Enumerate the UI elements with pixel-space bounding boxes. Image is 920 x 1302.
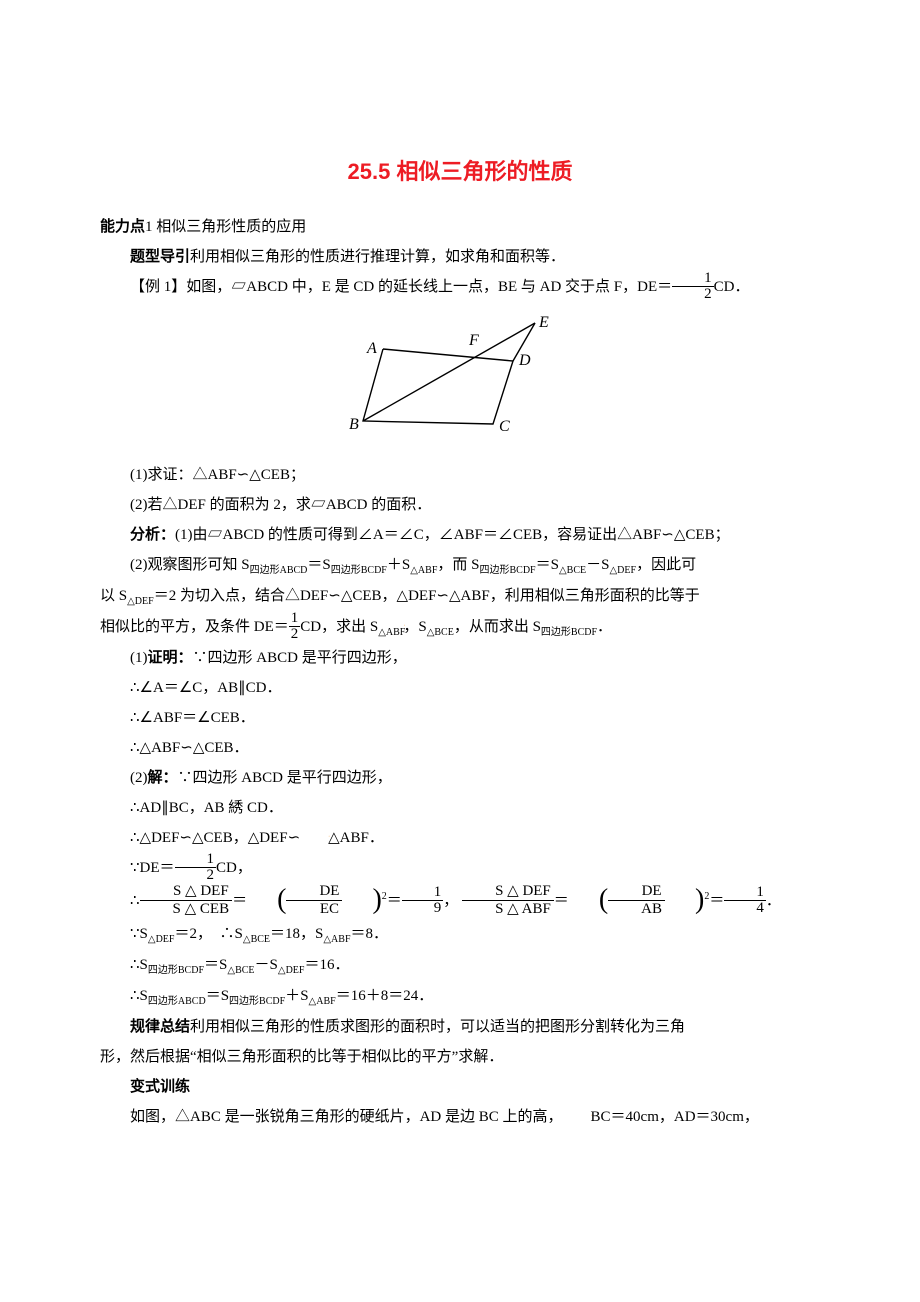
variant-text: 如图，△ABC 是一张锐角三角形的硬纸片，AD 是边 BC 上的高，·BC＝40…	[100, 1102, 820, 1132]
question-1: (1)求证：△ABF∽△CEB；	[100, 460, 820, 490]
calc-3: ∴S四边形ABCD＝S四边形BCDF＋S△ABF＝16＋8＝24．	[100, 981, 820, 1012]
analysis-1: 分析：(1)由▱ABCD 的性质可得到∠A＝∠C，∠ABF＝∠CEB，容易证出△…	[100, 520, 820, 550]
analysis-2c: 相似比的平方，及条件 DE＝12CD，求出 S△ABF·，S△BCE，从而求出 …	[100, 612, 820, 643]
variant-label-line: 变式训练	[100, 1072, 820, 1102]
solution-3: ∴△DEF∽△CEB，△DEF∽·△ABF．	[100, 823, 820, 853]
ability-text: 相似三角形性质的应用	[156, 219, 306, 235]
ability-label: 能力点	[100, 219, 145, 235]
frac-sdef-sabf: S △ DEFS △ ABF	[462, 883, 554, 918]
parallelogram-diagram: A E D F B C	[100, 309, 820, 450]
frac-1-2: 12	[672, 271, 714, 302]
frac-de-ab: DEAB	[608, 883, 665, 918]
proof-2: ∴∠A＝∠C，AB∥CD．	[100, 673, 820, 703]
solution-label: 解：	[148, 770, 178, 786]
svg-text:F: F	[468, 332, 479, 349]
svg-text:D: D	[518, 352, 531, 369]
ability-line: 能力点1 相似三角形性质的应用	[100, 212, 820, 242]
tixing-text: 利用相似三角形的性质进行推理计算，如求角和面积等．	[190, 249, 565, 265]
solution-4: ∵DE＝12CD，	[100, 853, 820, 884]
solution-1: (2)解：∵四边形 ABCD 是平行四边形，	[100, 763, 820, 793]
analysis-label: 分析：	[130, 527, 175, 543]
section-title: 25.5 相似三角形的性质	[100, 150, 820, 194]
geometry-svg: A E D F B C	[343, 309, 578, 439]
proof-label: 证明：	[148, 650, 193, 666]
calc-2: ∴S四边形BCDF＝S△BCE－S△DEF＝16．	[100, 950, 820, 981]
solution-2: ∴AD∥BC，AB 綉 CD．	[100, 793, 820, 823]
rule-line-a: 规律总结利用相似三角形的性质求图形的面积时，可以适当的把图形分割转化为三角	[100, 1012, 820, 1042]
frac-1-2c: 12	[175, 852, 217, 883]
example-1-line: 【例 1】如图，▱ABCD 中，E 是 CD 的延长线上一点，BE 与 AD 交…	[100, 272, 820, 303]
rule-line-b: 形，然后根据“相似三角形面积的比等于相似比的平方”求解．	[100, 1042, 820, 1072]
ex1-text-b: CD．	[714, 279, 750, 295]
svg-text:A: A	[366, 340, 377, 357]
ex1-label: 【例 1】	[130, 279, 186, 295]
variant-label: 变式训练	[130, 1079, 190, 1095]
frac-1-9: 19	[402, 885, 444, 916]
frac-de-ec: DEEC	[286, 883, 342, 918]
question-2: (2)若△DEF 的面积为 2，求▱ABCD 的面积．	[100, 490, 820, 520]
tixing-label: 题型导引	[130, 249, 190, 265]
tixing-line: 题型导引利用相似三角形的性质进行推理计算，如求角和面积等．	[100, 242, 820, 272]
proof-4: ∴△ABF∽△CEB．	[100, 733, 820, 763]
ratio-equation: ∴S △ DEFS △ CEB＝(DEEC)2＝19， S △ DEFS △ A…	[100, 884, 820, 919]
document-page: 25.5 相似三角形的性质 能力点1 相似三角形性质的应用 题型导引利用相似三角…	[0, 0, 920, 1192]
calc-1: ∵S△DEF＝2， ∴S△BCE＝18，S△ABF＝8．	[100, 919, 820, 950]
ability-num: 1	[145, 219, 153, 235]
svg-text:C: C	[499, 418, 510, 435]
ex1-text-a: 如图，▱ABCD 中，E 是 CD 的延长线上一点，BE 与 AD 交于点 F，…	[186, 279, 672, 295]
frac-1-2b: 12	[289, 611, 301, 642]
frac-sdef-sceb: S △ DEFS △ CEB	[140, 883, 233, 918]
proof-3: ∴∠ABF＝∠CEB．	[100, 703, 820, 733]
analysis-2b: 以 S△DEF＝2 为切入点，结合△DEF∽△CEB，△DEF∽△ABF，利用相…	[100, 581, 820, 612]
svg-text:E: E	[538, 314, 549, 331]
svg-text:B: B	[349, 416, 359, 433]
frac-1-4: 14	[724, 885, 766, 916]
an1-text: (1)由▱ABCD 的性质可得到∠A＝∠C，∠ABF＝∠CEB，容易证出△ABF…	[175, 527, 730, 543]
rule-label: 规律总结	[130, 1019, 190, 1035]
analysis-2a: (2)观察图形可知 S四边形ABCD＝S四边形BCDF＋S△ABF，而 S四边形…	[100, 550, 820, 581]
proof-1: (1)证明：∵四边形 ABCD 是平行四边形，	[100, 643, 820, 673]
